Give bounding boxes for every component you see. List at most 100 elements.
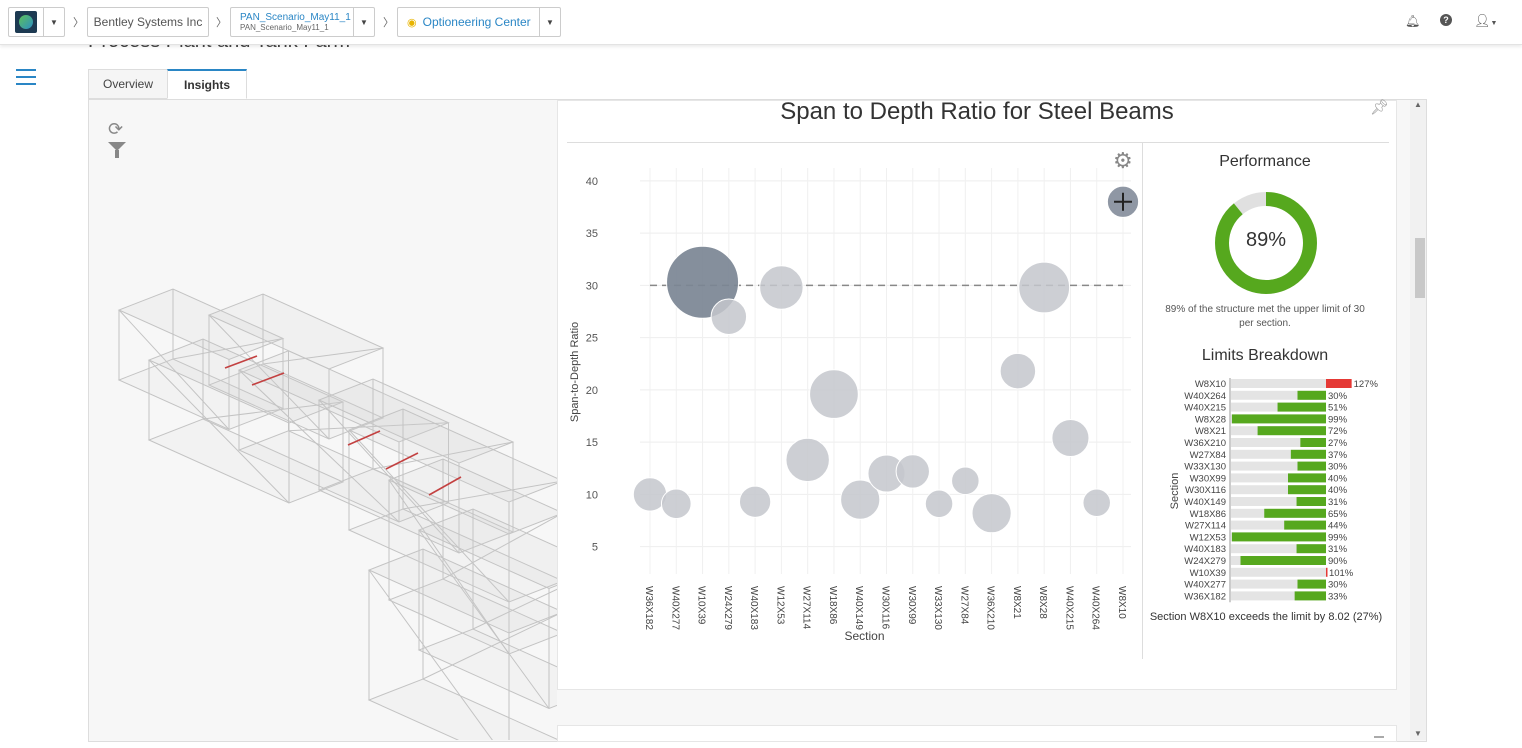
x-tick-label: W36X182 xyxy=(643,586,654,630)
breadcrumb-optioneering-label: Optioneering Center xyxy=(422,15,531,29)
breakdown-footer: Section W8X10 exceeds the limit by 8.02 … xyxy=(1149,611,1383,623)
y-axis-label: Span-to-Depth Ratio xyxy=(569,321,581,423)
chevron-down-icon[interactable]: ▼ xyxy=(43,8,64,36)
data-point xyxy=(738,485,772,518)
pin-icon[interactable]: 📌︎ xyxy=(1370,99,1390,116)
menu-icon[interactable] xyxy=(16,68,36,85)
frame-brace xyxy=(368,569,493,740)
breakdown-bar xyxy=(1297,579,1326,589)
donut-fill xyxy=(1215,192,1317,294)
failing-beam xyxy=(428,476,462,496)
breakdown-value-label: 99% xyxy=(1328,532,1348,543)
x-tick-label: W8X10 xyxy=(1116,586,1127,619)
frame-brace xyxy=(262,347,384,365)
performance-value: 89% xyxy=(1245,229,1287,251)
breakdown-title: Limits Breakdown xyxy=(1201,347,1329,364)
breakdown-value-label: 40% xyxy=(1328,473,1348,484)
tab-insights-label: Insights xyxy=(183,77,230,92)
performance-caption-2: per section. xyxy=(1239,318,1291,329)
frame-brace xyxy=(442,515,557,580)
data-point xyxy=(1082,488,1111,518)
breakdown-y-label: Section xyxy=(1169,472,1181,510)
filter-icon-stem xyxy=(115,150,119,158)
breakdown-value-label: 44% xyxy=(1328,521,1348,532)
breakdown-bar xyxy=(1300,438,1326,447)
breakdown-bar xyxy=(1288,473,1326,483)
breadcrumb-separator-icon: 〉 xyxy=(383,17,394,29)
refresh-icon[interactable]: ⟳ xyxy=(108,119,124,139)
breakdown-value-label: 90% xyxy=(1328,556,1348,567)
x-tick-label: W24X279 xyxy=(722,586,733,630)
breakdown-bar xyxy=(1326,567,1328,577)
breakdown-row-label: W40X149 xyxy=(1184,497,1226,508)
optioneering-icon: ◉ xyxy=(407,16,417,29)
breakdown-bar xyxy=(1326,379,1352,388)
breakdown-value-label: 37% xyxy=(1328,450,1348,461)
x-tick-label: W10X39 xyxy=(696,586,707,625)
frame-brace xyxy=(318,399,460,554)
breakdown-row-label: W40X277 xyxy=(1184,580,1226,591)
help-icon[interactable]: ? xyxy=(1440,14,1452,26)
breakdown-bar xyxy=(1297,390,1326,400)
breakdown-bar xyxy=(1290,449,1326,459)
breakdown-track xyxy=(1231,485,1326,495)
x-tick-label: W33X130 xyxy=(932,586,943,630)
breakdown-value-label: 30% xyxy=(1328,391,1348,402)
title-divider xyxy=(567,142,1389,143)
app-logo-icon xyxy=(15,11,37,33)
data-point xyxy=(759,265,804,310)
breadcrumb-scenario[interactable]: PAN_Scenario_May11_1 PAN_Scenario_May11_… xyxy=(230,7,375,37)
breakdown-track xyxy=(1231,591,1326,601)
x-axis-label: Section xyxy=(844,629,885,643)
frame-deck xyxy=(417,628,557,710)
breakdown-track xyxy=(1231,520,1326,530)
breakdown-row-label: W8X10 xyxy=(1195,379,1226,390)
breadcrumb-optioneering[interactable]: ◉ Optioneering Center ▼ xyxy=(397,7,561,37)
app-switcher[interactable]: ▼ xyxy=(8,7,65,37)
data-point xyxy=(785,437,830,483)
scrollbar-thumb[interactable] xyxy=(1415,238,1425,298)
y-tick-label: 5 xyxy=(592,542,598,554)
breakdown-bar xyxy=(1231,414,1326,424)
scroll-down-icon[interactable]: ▼ xyxy=(1414,729,1422,738)
breakdown-bar xyxy=(1264,508,1326,518)
gear-icon[interactable]: ⚙ xyxy=(1113,148,1133,173)
structure-frame xyxy=(117,288,557,740)
breakdown-track xyxy=(1231,567,1326,577)
scatter-chart: 5 10 15 20 25 30 35 40 W36X182 W40X277 W10X39 W24X2… xyxy=(586,168,1140,630)
failing-beam xyxy=(385,452,419,470)
performance-title: Performance xyxy=(1219,153,1311,170)
user-icon[interactable]: 👤︎▼ xyxy=(1474,13,1498,28)
filter-icon[interactable] xyxy=(108,142,126,151)
chevron-down-icon[interactable]: ▼ xyxy=(539,8,560,36)
data-point xyxy=(924,489,954,519)
cursor-crosshair xyxy=(1114,192,1132,211)
minimize-icon[interactable] xyxy=(1374,736,1384,738)
tab-overview[interactable]: Overview xyxy=(88,69,168,99)
tab-overview-label: Overview xyxy=(102,77,153,91)
frame-brace xyxy=(402,481,557,510)
y-tick-label: 10 xyxy=(586,489,598,501)
scrollbar-track[interactable] xyxy=(1410,100,1426,740)
structure-3d-view[interactable] xyxy=(89,100,557,740)
breakdown-value-label: 127% xyxy=(1354,379,1379,390)
tab-insights[interactable]: Insights xyxy=(167,69,247,99)
breakdown-row-label: W30X116 xyxy=(1185,485,1226,496)
x-tick-label: W40X149 xyxy=(853,586,864,630)
breakdown-row-label: W40X264 xyxy=(1184,391,1226,402)
data-point xyxy=(951,466,980,496)
breakdown-row-label: W24X279 xyxy=(1184,556,1226,567)
chevron-down-icon[interactable]: ▼ xyxy=(353,8,374,36)
frame-brace xyxy=(472,588,557,630)
breakdown-value-label: 27% xyxy=(1328,438,1348,449)
breakdown-value-label: 65% xyxy=(1328,509,1348,520)
scroll-up-icon[interactable]: ▲ xyxy=(1414,100,1422,109)
breakdown-row-label: W33X130 xyxy=(1184,462,1226,473)
x-tick-label: W30X99 xyxy=(906,586,917,625)
bell-icon[interactable]: 🔔︎ xyxy=(1405,14,1421,28)
breakdown-bar xyxy=(1240,556,1326,565)
breakdown-value-label: 33% xyxy=(1328,591,1348,602)
frame-brace xyxy=(148,359,290,504)
breakdown-value-label: 101% xyxy=(1329,568,1354,579)
breadcrumb-organization[interactable]: Bentley Systems Inc xyxy=(87,7,209,37)
